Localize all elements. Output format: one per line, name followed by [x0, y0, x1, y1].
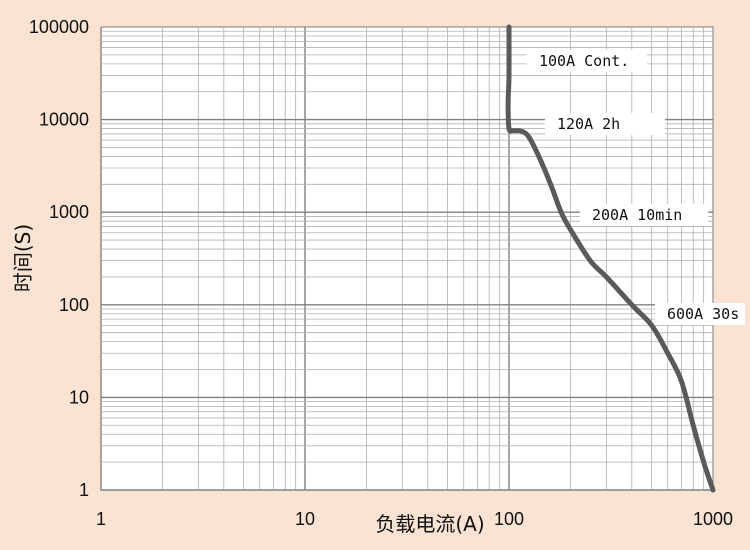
- series-line: [505, 24, 716, 493]
- y-tick-label: 1: [79, 480, 89, 500]
- y-tick-label: 100000: [29, 17, 89, 37]
- annotation-label: 200A 10min: [592, 206, 682, 224]
- x-tick-label: 1000: [693, 509, 733, 529]
- annotations: 100A Cont. 120A 2h 200A 10min 600A 30s: [527, 50, 745, 325]
- x-tick-label: 100: [494, 509, 524, 529]
- y-tick-label: 10: [69, 387, 89, 407]
- y-axis-title: 时间(S): [11, 224, 35, 292]
- annotation-label: 100A Cont.: [539, 52, 629, 70]
- y-tick-label: 10000: [39, 110, 89, 130]
- grid: [100, 27, 713, 491]
- x-axis-title: 负载电流(A): [375, 512, 484, 536]
- annotation-label: 120A 2h: [557, 115, 620, 133]
- annotation-box: [580, 204, 708, 226]
- plot-area: [100, 26, 714, 491]
- y-tick-label: 1000: [49, 202, 89, 222]
- annotation-box: [655, 303, 745, 325]
- annotation-label: 600A 30s: [667, 305, 739, 323]
- annotation-box: [527, 50, 647, 72]
- y-tick-label: 100: [59, 295, 89, 315]
- x-tick-label: 10: [295, 509, 315, 529]
- annotation-box: [545, 113, 665, 135]
- x-tick-label: 1: [96, 509, 106, 529]
- tick-labels: 1 10 100 1000 100000 10000 1000 100 10 1: [29, 17, 733, 529]
